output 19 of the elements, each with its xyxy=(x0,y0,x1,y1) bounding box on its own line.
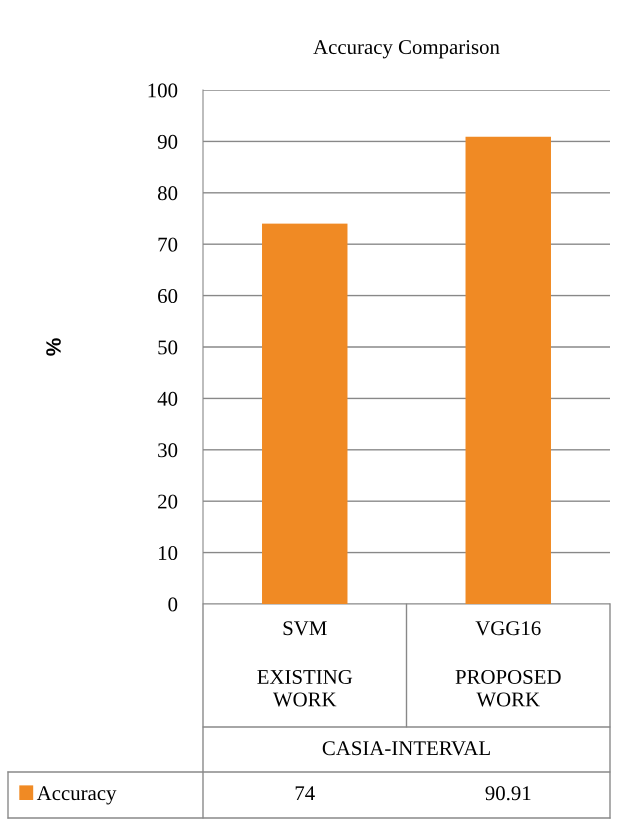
y-tick-label: 30 xyxy=(158,443,178,458)
y-tick-label: 40 xyxy=(158,392,178,406)
y-tick-label: 50 xyxy=(158,340,178,354)
y-tick-label: 90 xyxy=(158,134,178,149)
y-tick-label: 70 xyxy=(158,238,178,252)
text: CASIA-INTERVAL xyxy=(322,741,490,756)
data-label: 74 xyxy=(296,786,315,800)
y-tick-label: 80 xyxy=(158,186,178,200)
category-label: VGG16 PROPOSED WORK xyxy=(456,621,561,707)
y-axis-title: % xyxy=(46,338,61,356)
legend-label: Accuracy xyxy=(36,786,116,804)
y-tick-label: 10 xyxy=(159,546,178,560)
y-tick-label: 100 xyxy=(148,83,178,98)
category-label: SVM EXISTING WORK xyxy=(257,621,352,707)
y-tick-label: 0 xyxy=(168,597,178,612)
y-tick-label: 60 xyxy=(158,288,178,304)
chart-title: Accuracy Comparison xyxy=(313,40,500,58)
data-label: 90.91 xyxy=(485,786,530,800)
y-tick-label: 20 xyxy=(158,494,178,509)
